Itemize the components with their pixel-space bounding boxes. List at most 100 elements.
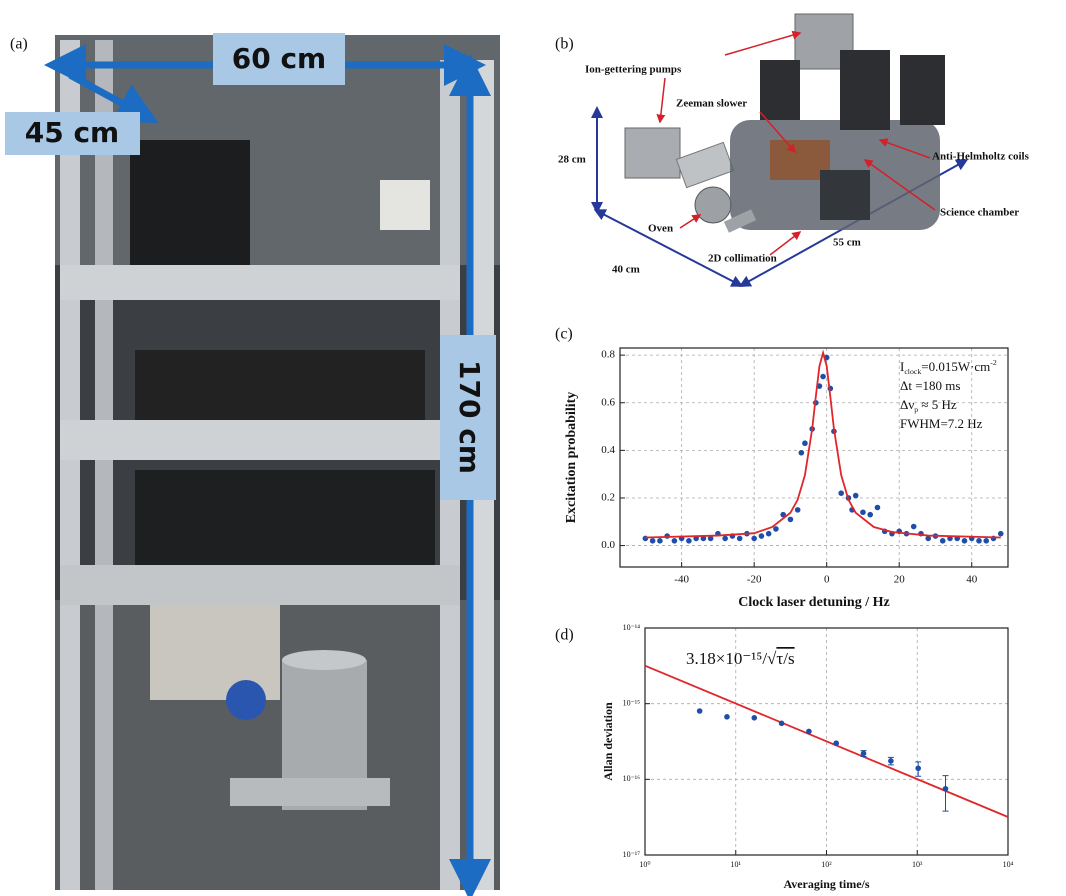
data-point: [910, 523, 917, 530]
annotation-part: =0.015W·cm: [921, 359, 990, 374]
data-point: [915, 765, 921, 772]
annotation-part: clock: [904, 367, 921, 376]
y-axis-title: Allan deviation: [601, 702, 615, 781]
data-point: [758, 533, 765, 539]
y-tick-label: 10⁻¹⁶: [623, 774, 641, 783]
panel-label: (c): [555, 326, 573, 343]
data-point: [642, 535, 649, 542]
annotation-part: I: [900, 359, 904, 374]
annotation-part: 3.18×10⁻¹⁵/√: [686, 649, 777, 668]
x-tick-label: 10⁴: [1003, 860, 1014, 869]
data-point: [696, 708, 703, 714]
dimension: 55 cm: [833, 237, 861, 249]
data-point: [997, 530, 1004, 537]
label-box: [213, 33, 345, 85]
x-tick-label: -40: [674, 574, 689, 586]
x-tick-label: 10¹: [731, 860, 742, 869]
data-point: [874, 504, 881, 511]
data-point: [736, 535, 743, 542]
data-point: [867, 511, 874, 518]
y-tick-label: 10⁻¹⁴: [623, 623, 641, 632]
data-point: [686, 538, 692, 544]
plot-frame: [644, 627, 1009, 856]
data-point: [820, 373, 826, 380]
annotation-part: τ/s: [776, 649, 794, 668]
x-tick-label: 20: [894, 574, 906, 586]
cad-drawing: Ion-gettering pumps Zeeman slower Anti-H…: [558, 13, 1030, 287]
annotation-part: p: [914, 405, 918, 414]
x-tick-label: 10²: [821, 860, 832, 869]
x-tick-label: 10⁰: [639, 860, 650, 869]
annotation-part: Δν: [900, 397, 914, 412]
callout: Zeeman slower: [676, 98, 747, 110]
label-box: [440, 335, 496, 500]
x-axis-title: Averaging time/s: [783, 877, 869, 891]
annotation: Δt =180 ms: [900, 378, 960, 393]
annotation-part: FWHM=7.2 Hz: [900, 416, 983, 431]
callout: Oven: [648, 223, 673, 235]
width-label: 60 cm: [232, 42, 327, 75]
data-point: [724, 714, 730, 720]
x-tick-label: 40: [966, 574, 978, 586]
data-point: [961, 538, 968, 544]
depth-arrow: [68, 71, 159, 124]
data-point: [794, 507, 801, 513]
fit-line: [645, 349, 1001, 539]
data-point: [780, 511, 786, 518]
y-tick-label: 0.6: [601, 396, 615, 408]
fit-line: [644, 664, 1009, 818]
data-point: [806, 728, 812, 735]
data-point: [925, 535, 932, 542]
callout: Ion-gettering pumps: [585, 64, 682, 76]
height-label: 170 cm: [453, 360, 486, 474]
annotation: Δνp ≈ 5 Hz: [900, 397, 957, 414]
data-point: [722, 535, 728, 542]
x-tick-label: 10³: [912, 860, 923, 869]
callout: 2D collimation: [708, 253, 777, 265]
data-point: [798, 449, 805, 456]
data-point: [852, 492, 859, 499]
data-point: [802, 440, 808, 447]
y-tick-label: 10⁻¹⁷: [623, 850, 641, 859]
data-point: [838, 490, 844, 497]
data-point: [983, 538, 990, 544]
annotation: 3.18×10⁻¹⁵/√τ/s: [686, 649, 795, 668]
annotation-part: -2: [990, 358, 997, 367]
y-tick-label: 0.0: [601, 539, 615, 551]
x-tick-label: -20: [747, 574, 762, 586]
annotation: Iclock=0.015W·cm-2: [900, 358, 997, 376]
annotation-part: Δt =180 ms: [900, 378, 960, 393]
x-axis-title: Clock laser detuning / Hz: [738, 595, 889, 610]
data-point: [860, 509, 866, 516]
data-point: [939, 538, 946, 544]
data-point: [700, 535, 707, 542]
data-point: [942, 785, 949, 792]
data-point: [773, 526, 779, 532]
data-point: [751, 535, 757, 542]
data-point: [657, 538, 663, 544]
error-bar: [942, 775, 949, 812]
y-tick-label: 10⁻¹⁵: [623, 698, 641, 707]
data-point: [976, 538, 982, 544]
panel-label: (d): [555, 627, 574, 644]
label-box: [5, 112, 140, 155]
data-point: [751, 715, 758, 721]
panel-label: (a): [10, 36, 28, 53]
data-point: [833, 740, 840, 747]
annotation-part: ≈ 5 Hz: [918, 397, 957, 412]
dimension: 28 cm: [558, 154, 586, 166]
panel-label: (b): [555, 36, 574, 53]
x-tick-label: 0: [824, 574, 830, 586]
y-tick-label: 0.2: [601, 491, 615, 503]
photo: [55, 35, 500, 890]
data-point: [707, 535, 714, 542]
data-point: [649, 538, 656, 544]
data-point: [787, 516, 794, 523]
annotation: FWHM=7.2 Hz: [900, 416, 983, 431]
dimension: 40 cm: [612, 264, 640, 276]
data-point: [778, 720, 785, 727]
callout: Science chamber: [940, 207, 1019, 219]
data-point: [860, 750, 867, 757]
callout: Anti-Helmholtz coils: [932, 151, 1030, 163]
